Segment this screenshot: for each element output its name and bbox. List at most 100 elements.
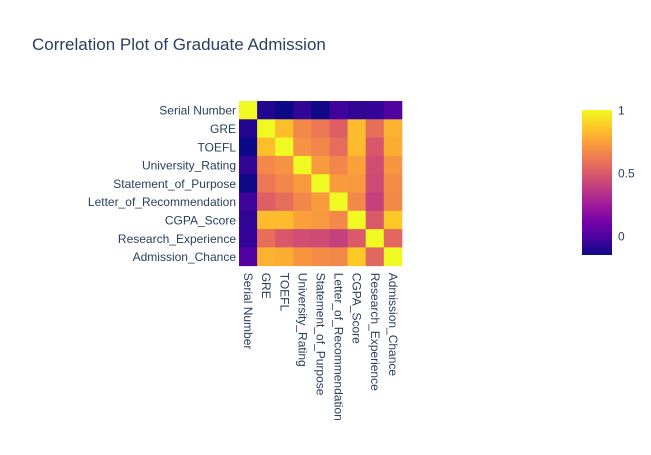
heatmap-cell — [275, 119, 294, 138]
heatmap-cell — [329, 174, 348, 193]
heatmap-cell — [311, 137, 330, 157]
heatmap-cell — [275, 101, 294, 120]
heatmap-cell — [365, 119, 385, 138]
y-axis-tick-label: Letter_of_Recommendation — [88, 195, 236, 209]
heatmap-cell — [275, 174, 294, 193]
heatmap-cell — [383, 119, 403, 138]
heatmap-cell — [275, 137, 294, 157]
heatmap-cell — [311, 192, 330, 212]
heatmap-cell — [275, 229, 294, 248]
heatmap-cell — [365, 174, 385, 193]
heatmap-cell — [383, 101, 403, 120]
heatmap-cell — [383, 247, 403, 267]
heatmap-cell — [239, 210, 258, 230]
heatmap-cell — [257, 229, 276, 248]
heatmap-cell — [383, 210, 403, 230]
heatmap-cell — [239, 192, 258, 212]
heatmap-cell — [239, 101, 258, 120]
heatmap-cell — [311, 101, 330, 120]
heatmap-cell — [293, 192, 312, 212]
heatmap-cell — [311, 210, 330, 230]
y-axis-tick-label: Research_Experience — [118, 232, 236, 246]
heatmap-cell — [329, 247, 348, 267]
heatmap-cell — [257, 174, 276, 193]
heatmap-cell — [257, 119, 276, 138]
heatmap-cell — [257, 155, 276, 175]
heatmap-cell — [257, 137, 276, 157]
colorbar-gradient — [582, 110, 612, 255]
heatmap-cell — [293, 137, 312, 157]
colorbar: 00.51 — [582, 104, 635, 255]
heatmap-cell — [257, 210, 276, 230]
heatmap-cell — [293, 210, 312, 230]
heatmap-cell — [347, 229, 367, 248]
y-axis-tick-label: University_Rating — [142, 159, 236, 173]
heatmap-cell — [293, 229, 312, 248]
heatmap-cell — [257, 101, 276, 120]
x-axis-tick-label: University_Rating — [295, 273, 309, 367]
y-axis-tick-label: TOEFL — [198, 140, 237, 154]
x-axis-tick-label: Letter_of_Recommendation — [332, 273, 346, 421]
heatmap-cell — [365, 192, 385, 212]
heatmap-cell — [239, 174, 258, 193]
heatmap-cell — [365, 155, 385, 175]
heatmap-cell — [329, 119, 348, 138]
x-axis-tick-label: Serial Number — [241, 273, 255, 350]
y-axis-tick-label: Serial Number — [159, 104, 236, 118]
chart-title: Correlation Plot of Graduate Admission — [32, 35, 326, 54]
heatmap-cell — [347, 137, 367, 157]
heatmap-cell — [311, 119, 330, 138]
x-axis-tick-label: Statement_of_Purpose — [313, 273, 327, 396]
heatmap-cell — [383, 229, 403, 248]
colorbar-tick-labels: 00.51 — [618, 104, 635, 244]
x-axis-tick-labels: Serial Number GRE TOEFL University_Rating St… — [241, 273, 400, 421]
heatmap-cell — [275, 155, 294, 175]
x-axis-tick-label: Research_Experience — [368, 273, 382, 391]
x-axis-tick-label: CGPA_Score — [350, 273, 364, 344]
heatmap-cell — [347, 155, 367, 175]
heatmap-cell — [311, 247, 330, 267]
heatmap-cell — [275, 210, 294, 230]
heatmap-cell — [293, 247, 312, 267]
heatmap-cell — [329, 229, 348, 248]
heatmap-cell — [347, 192, 367, 212]
heatmap-cell — [383, 174, 403, 193]
heatmap-cell — [311, 155, 330, 175]
heatmap-cell — [347, 247, 367, 267]
heatmap-cells — [239, 101, 403, 267]
heatmap-cell — [329, 155, 348, 175]
heatmap-cell — [293, 155, 312, 175]
heatmap-cell — [239, 137, 258, 157]
x-axis-tick-label: TOEFL — [277, 273, 291, 312]
colorbar-tick-label: 0.5 — [618, 167, 635, 181]
y-axis-tick-labels: Serial Number GRE TOEFL University_Rating St… — [88, 104, 236, 264]
heatmap-cell — [293, 174, 312, 193]
heatmap-cell — [239, 155, 258, 175]
heatmap-cell — [329, 137, 348, 157]
heatmap-cell — [347, 119, 367, 138]
heatmap-cell — [311, 229, 330, 248]
x-axis-tick-label: GRE — [259, 273, 273, 299]
heatmap-cell — [365, 247, 385, 267]
y-axis-tick-label: GRE — [210, 122, 236, 136]
heatmap-cell — [311, 174, 330, 193]
heatmap-cell — [329, 101, 348, 120]
heatmap-cell — [257, 192, 276, 212]
heatmap-cell — [329, 192, 348, 212]
heatmap-cell — [383, 137, 403, 157]
y-axis-tick-label: Admission_Chance — [133, 250, 237, 264]
heatmap-cell — [365, 137, 385, 157]
x-axis-tick-label: Admission_Chance — [386, 273, 400, 377]
heatmap-cell — [365, 210, 385, 230]
colorbar-tick-label: 0 — [618, 230, 625, 244]
y-axis-tick-label: CGPA_Score — [165, 213, 236, 227]
colorbar-tick-label: 1 — [618, 104, 625, 118]
heatmap-cell — [293, 101, 312, 120]
heatmap-cell — [383, 155, 403, 175]
heatmap-cell — [275, 192, 294, 212]
heatmap-cell — [347, 174, 367, 193]
heatmap-cell — [239, 229, 258, 248]
heatmap-cell — [239, 119, 258, 138]
